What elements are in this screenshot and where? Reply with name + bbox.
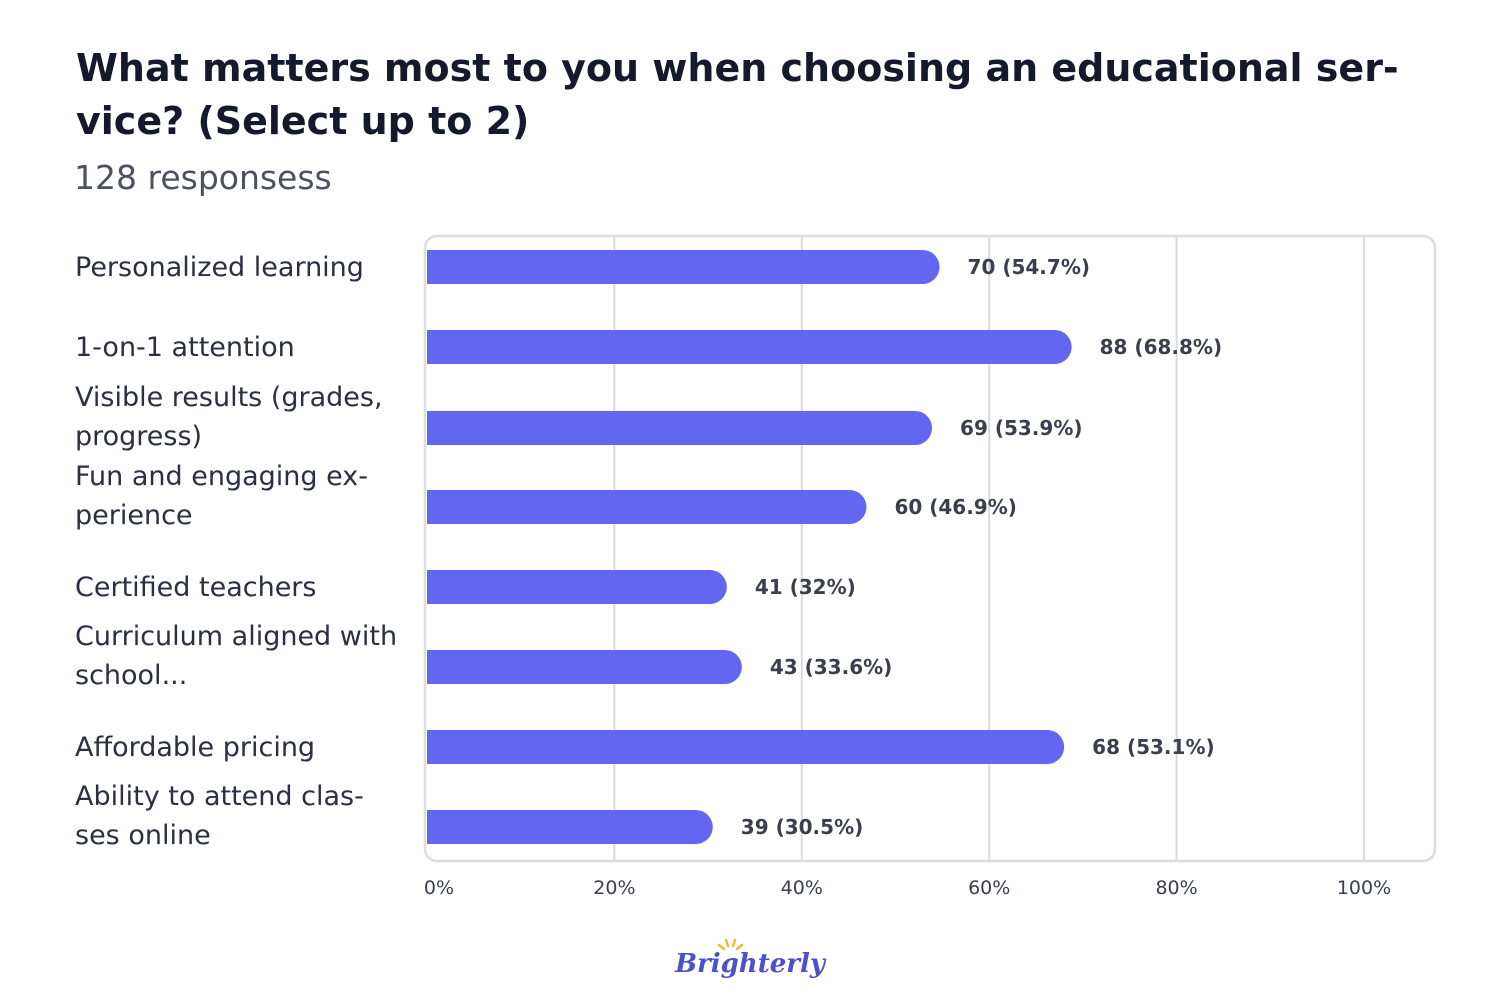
category-label: Personalized learning	[75, 252, 364, 283]
bar	[427, 650, 742, 684]
bar	[427, 570, 727, 604]
value-label: 70 (54.7%)	[968, 255, 1090, 279]
chart-title-line-1: What matters most to you when choosing a…	[76, 46, 1399, 90]
brand-wordmark: Brighterly	[674, 949, 827, 979]
bar	[427, 730, 1065, 764]
value-label: 68 (53.1%)	[1092, 735, 1214, 759]
sun-icon	[717, 938, 744, 951]
x-axis-ticks: 0% 20% 40% 60% 80% 100%	[424, 877, 1391, 899]
category-label: Curriculum aligned with school...	[75, 621, 397, 691]
x-tick-label: 20%	[593, 877, 635, 899]
value-label: 60 (46.9%)	[894, 495, 1016, 519]
bar	[427, 411, 933, 445]
category-label: 1-on-1 attention	[75, 332, 295, 363]
chart-title-line-2: vice? (Select up to 2)	[76, 99, 530, 143]
bar	[427, 330, 1072, 364]
category-label: Affordable pricing	[75, 732, 315, 763]
bar	[427, 250, 940, 284]
bar	[427, 490, 867, 524]
value-label: 88 (68.8%)	[1100, 335, 1222, 359]
value-label: 69 (53.9%)	[960, 416, 1082, 440]
value-labels: 70 (54.7%) 88 (68.8%) 69 (53.9%) 60 (46.9%)…	[741, 255, 1222, 839]
category-labels: Personalized learning 1-on-1 attention Vis…	[75, 252, 397, 851]
x-tick-label: 80%	[1155, 877, 1197, 899]
category-label: Ability to attend clas-ses online	[75, 781, 364, 851]
value-label: 39 (30.5%)	[741, 815, 863, 839]
value-label: 43 (33.6%)	[770, 655, 892, 679]
x-tick-label: 40%	[781, 877, 823, 899]
x-tick-label: 60%	[968, 877, 1010, 899]
bar-chart: Personalized learning 1-on-1 attention Vis…	[75, 234, 1437, 899]
chart-title: What matters most to you when choosing a…	[76, 42, 1456, 148]
plot-frame	[423, 234, 1437, 863]
chart-subtitle: 128 responsess	[74, 158, 332, 197]
brighterly-logo: Brighterly	[674, 938, 827, 979]
value-label: 41 (32%)	[755, 575, 856, 599]
category-label: Visible results (grades, progress)	[75, 382, 383, 452]
bars	[427, 250, 1072, 844]
x-tick-label: 100%	[1337, 877, 1391, 899]
x-tick-label: 0%	[424, 877, 454, 899]
category-label: Certified teachers	[75, 572, 316, 603]
category-label: Fun and engaging ex-perience	[75, 461, 368, 531]
bar	[427, 810, 713, 844]
